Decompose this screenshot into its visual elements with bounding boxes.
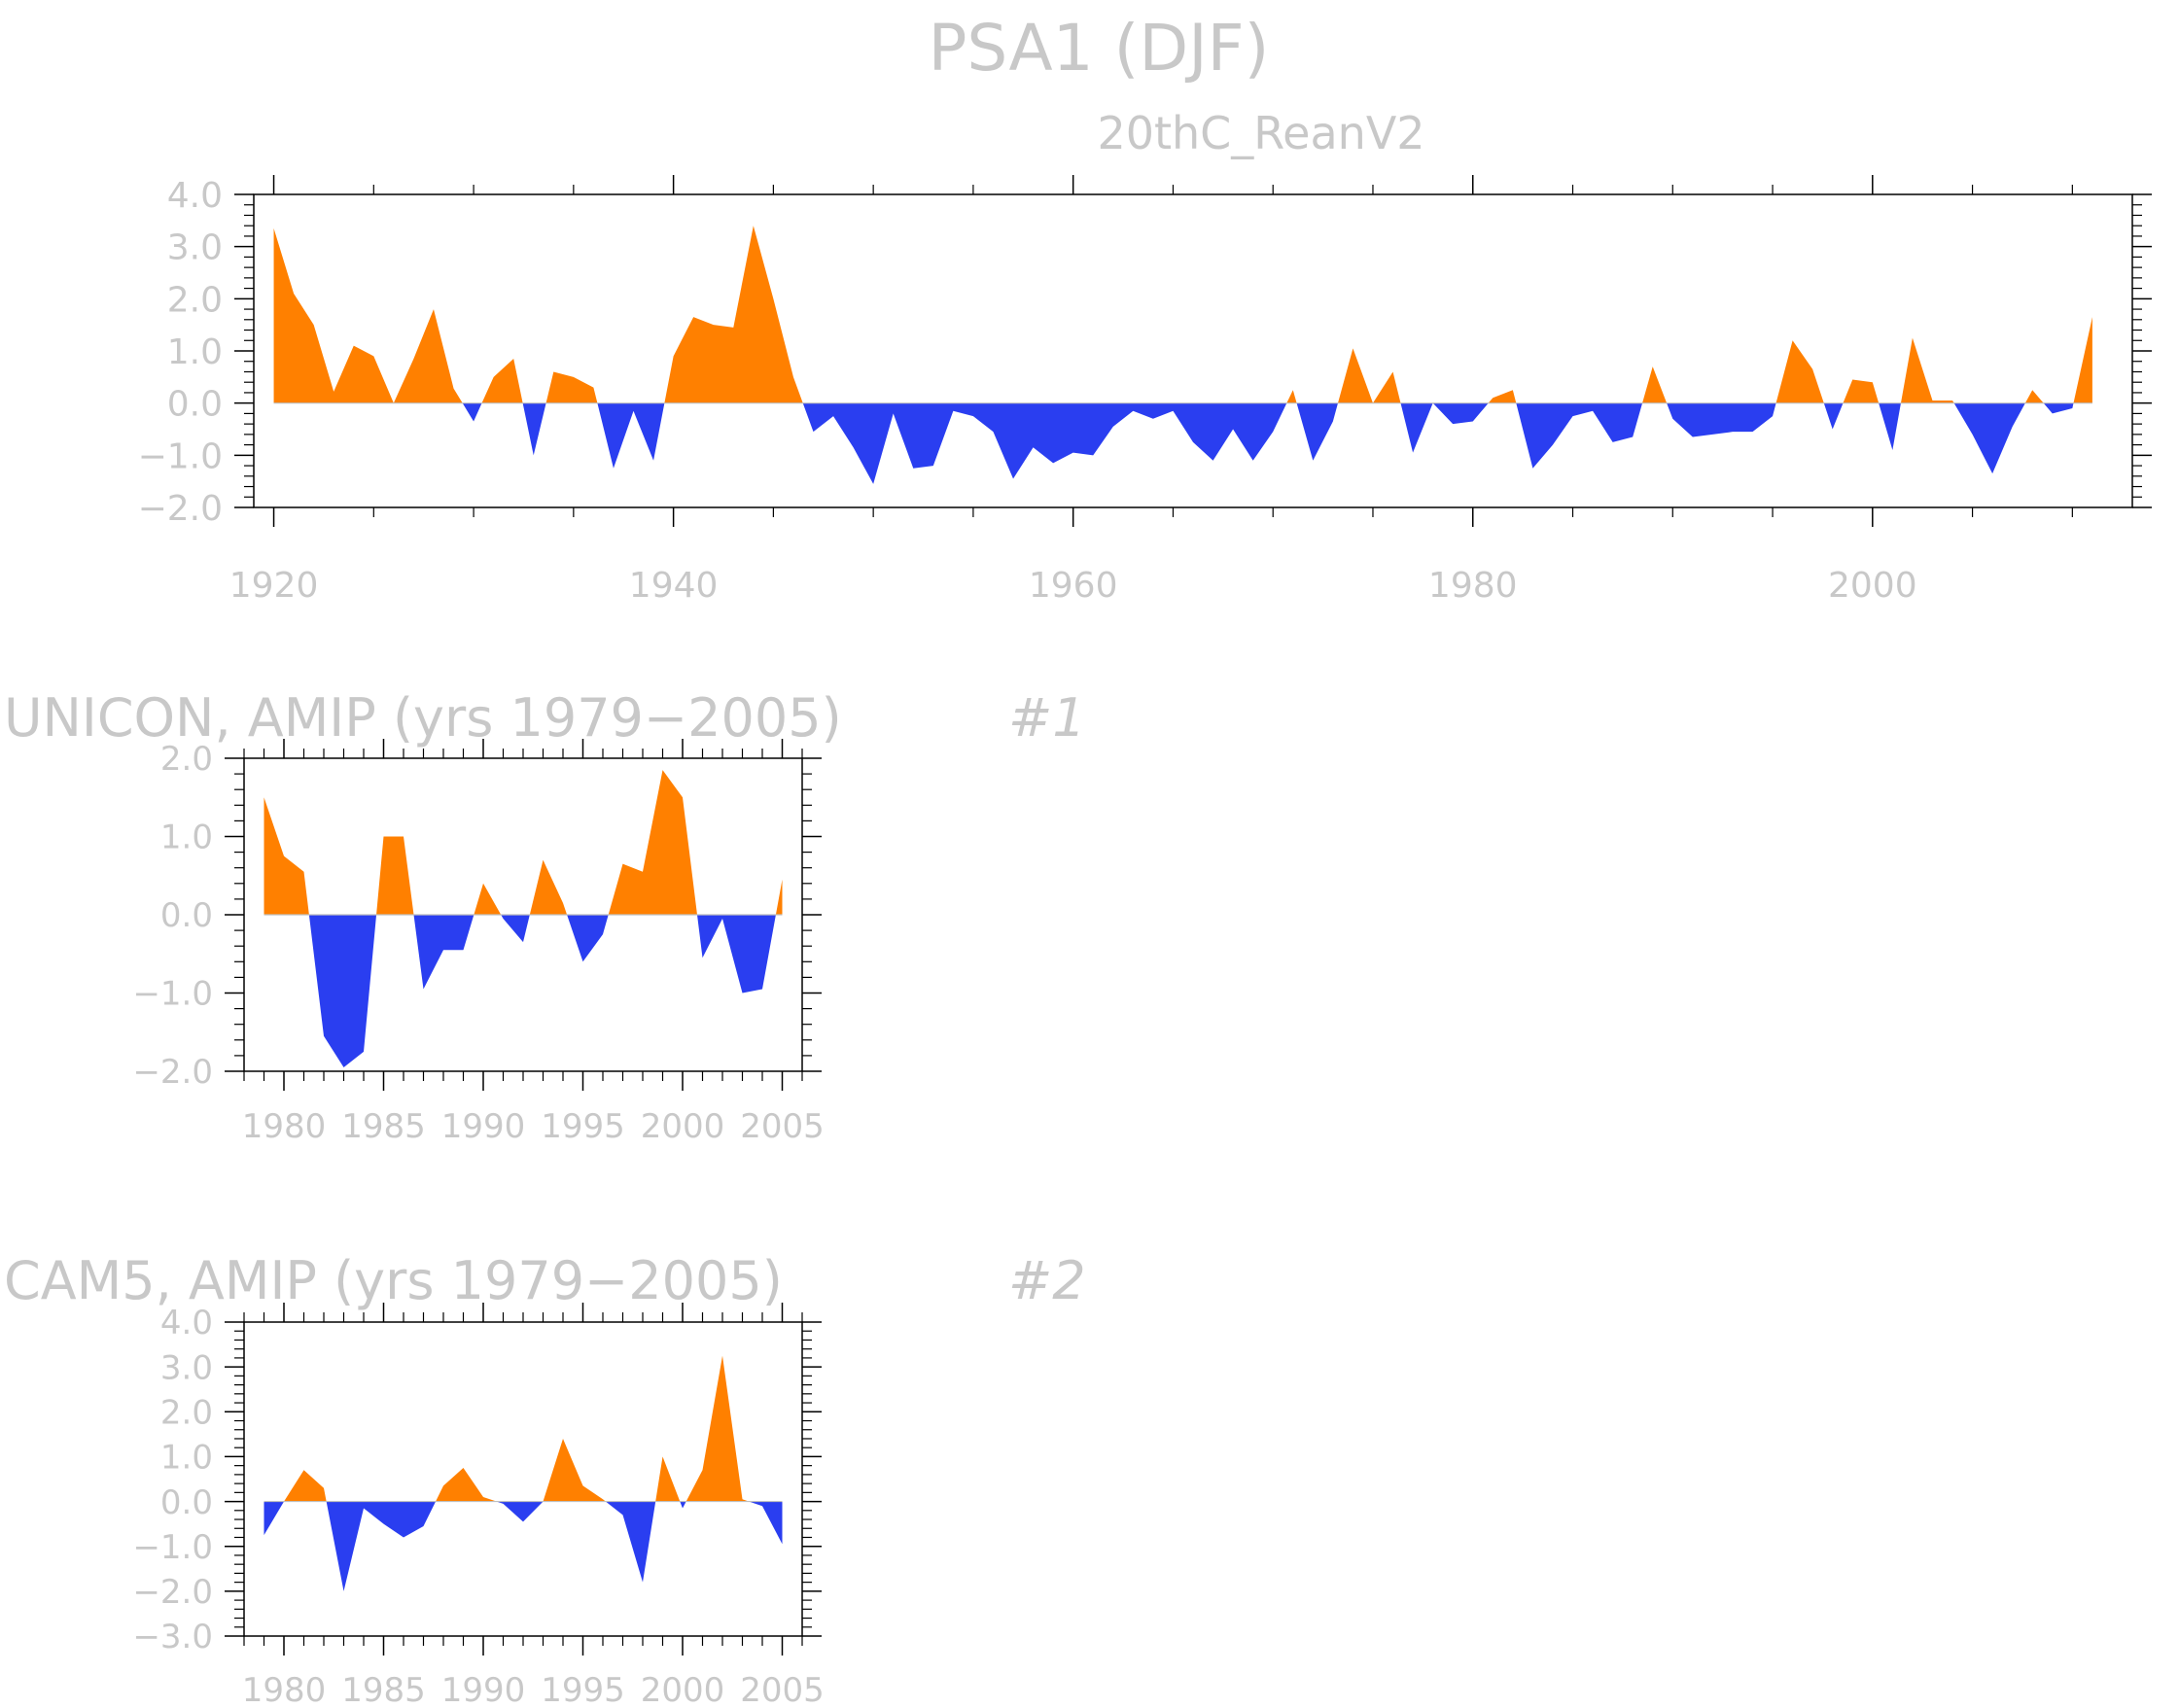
y-tick-label: 1.0 — [167, 332, 223, 372]
y-tick-label: 4.0 — [167, 176, 223, 216]
x-tick-label: 1990 — [441, 1671, 526, 1708]
x-tick-label: 1960 — [1029, 566, 1118, 606]
x-tick-label: 2005 — [740, 1107, 825, 1146]
negative-area — [273, 402, 2092, 484]
y-tick-label: 3.0 — [167, 228, 223, 268]
panel-number-label: #1 — [1008, 687, 1086, 749]
panel-unicon-amip: 1980 1985 1990 1995 2000 2005 −2.0 −1.0 0.0 1.0 2.… — [4, 687, 1086, 1146]
x-tick-label: 1995 — [541, 1671, 625, 1708]
y-tick-label: −3.0 — [132, 1618, 213, 1656]
y-tick-label: 0.0 — [160, 1483, 213, 1522]
panel-number-label: #2 — [1008, 1250, 1086, 1311]
x-tick-label: 1980 — [242, 1671, 327, 1708]
positive-area — [273, 226, 2092, 403]
y-tick-label: −2.0 — [132, 1053, 213, 1092]
y-tick-label: 0.0 — [160, 896, 213, 935]
y-tick-label: 3.0 — [160, 1348, 213, 1387]
x-tick-label: 2000 — [1828, 566, 1917, 606]
x-tick-label: 2005 — [740, 1671, 825, 1708]
y-tick-label: 1.0 — [160, 1439, 213, 1478]
y-tick-label: −1.0 — [132, 975, 213, 1014]
x-tick-label: 1980 — [1428, 566, 1518, 606]
panel-cam5-amip: 1980 1985 1990 1995 2000 2005 −3.0 −2.0 −1.0 0.0 1… — [4, 1250, 1086, 1708]
x-tick-label: 1920 — [229, 566, 319, 606]
y-tick-label: 2.0 — [167, 280, 223, 320]
panel-heading: UNICON, AMIP (yrs 1979−2005) — [4, 687, 842, 749]
negative-area — [264, 915, 783, 1067]
plot-frame — [253, 193, 2133, 508]
x-tick-label: 1940 — [629, 566, 719, 606]
positive-area — [264, 770, 783, 915]
figure-title: PSA1 (DJF) — [929, 11, 1270, 86]
y-tick-label: 0.0 — [167, 385, 223, 425]
y-tick-label: 2.0 — [160, 740, 213, 779]
x-tick-label: 1990 — [441, 1107, 526, 1146]
y-tick-label: 2.0 — [160, 1394, 213, 1433]
x-tick-label: 1985 — [341, 1107, 426, 1146]
x-tick-label: 2000 — [641, 1671, 725, 1708]
panel-20thc-reanv2: 1920 1940 1960 1980 2000 −2.0 −1.0 0.0 1.0 2.0 3.0… — [138, 107, 2152, 606]
y-tick-label: −2.0 — [132, 1573, 213, 1612]
y-tick-label: −1.0 — [132, 1528, 213, 1567]
x-tick-label: 1995 — [541, 1107, 625, 1146]
y-tick-label: 1.0 — [160, 819, 213, 857]
x-tick-label: 1985 — [341, 1671, 426, 1708]
panel-subtitle: 20thC_ReanV2 — [1097, 107, 1424, 159]
x-tick-label: 2000 — [641, 1107, 725, 1146]
positive-area — [264, 1355, 783, 1502]
y-tick-label: −1.0 — [138, 436, 223, 476]
negative-area — [264, 1501, 783, 1591]
x-tick-label: 1980 — [242, 1107, 327, 1146]
y-tick-label: 4.0 — [160, 1304, 213, 1342]
y-tick-label: −2.0 — [138, 489, 223, 529]
panel-heading: CAM5, AMIP (yrs 1979−2005) — [4, 1250, 783, 1311]
